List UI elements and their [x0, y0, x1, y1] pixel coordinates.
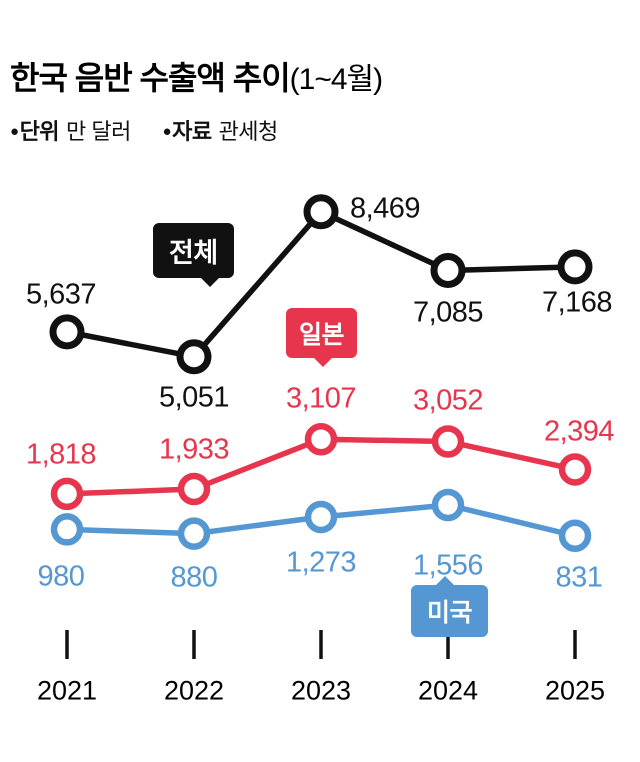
- point-japan-2021: [50, 477, 84, 511]
- title-main: 한국 음반 수출액 추이: [10, 60, 291, 96]
- point-japan-2022: [177, 472, 211, 506]
- point-total-2023: [303, 194, 339, 230]
- point-usa-2025: [558, 519, 592, 552]
- point-usa-2022: [177, 517, 211, 550]
- meta-source: ●자료 관세청: [162, 118, 279, 144]
- bullet-icon: ●: [10, 122, 19, 140]
- series-badge-japan: 일본: [286, 308, 358, 367]
- point-total-2024: [430, 252, 466, 288]
- meta-unit: ●단위 만 달러: [10, 119, 131, 144]
- meta-unit-value: 만 달러: [66, 118, 131, 144]
- point-total-2025: [557, 249, 593, 285]
- point-total-2022: [176, 339, 212, 375]
- meta-source-value: 관세청: [218, 118, 279, 144]
- series-badge-total-label: 전체: [169, 238, 218, 268]
- point-usa-2021: [50, 513, 84, 546]
- series-badge-usa: 미국: [411, 576, 489, 637]
- page-title: 한국 음반 수출액 추이(1~4월): [10, 60, 630, 98]
- point-japan-2024: [431, 425, 465, 458]
- series-badge-usa-label: 미국: [427, 599, 473, 627]
- point-usa-2024: [431, 488, 465, 522]
- point-japan-2025: [558, 453, 592, 486]
- title-suffix: (1~4월): [289, 63, 383, 96]
- point-japan-2023: [304, 422, 338, 456]
- meta-unit-label: 단위: [19, 118, 60, 144]
- meta-source-label: 자료: [172, 118, 212, 144]
- series-badge-japan-label: 일본: [299, 321, 345, 349]
- series-badge-total: 전체: [153, 223, 234, 287]
- meta-row: ●단위 만 달러 ●자료 관세청: [10, 114, 630, 146]
- bullet-icon: ●: [162, 122, 172, 140]
- point-usa-2023: [304, 500, 338, 534]
- point-total-2021: [49, 314, 85, 350]
- header: 한국 음반 수출액 추이(1~4월) ●단위 만 달러 ●자료 관세청: [10, 60, 630, 146]
